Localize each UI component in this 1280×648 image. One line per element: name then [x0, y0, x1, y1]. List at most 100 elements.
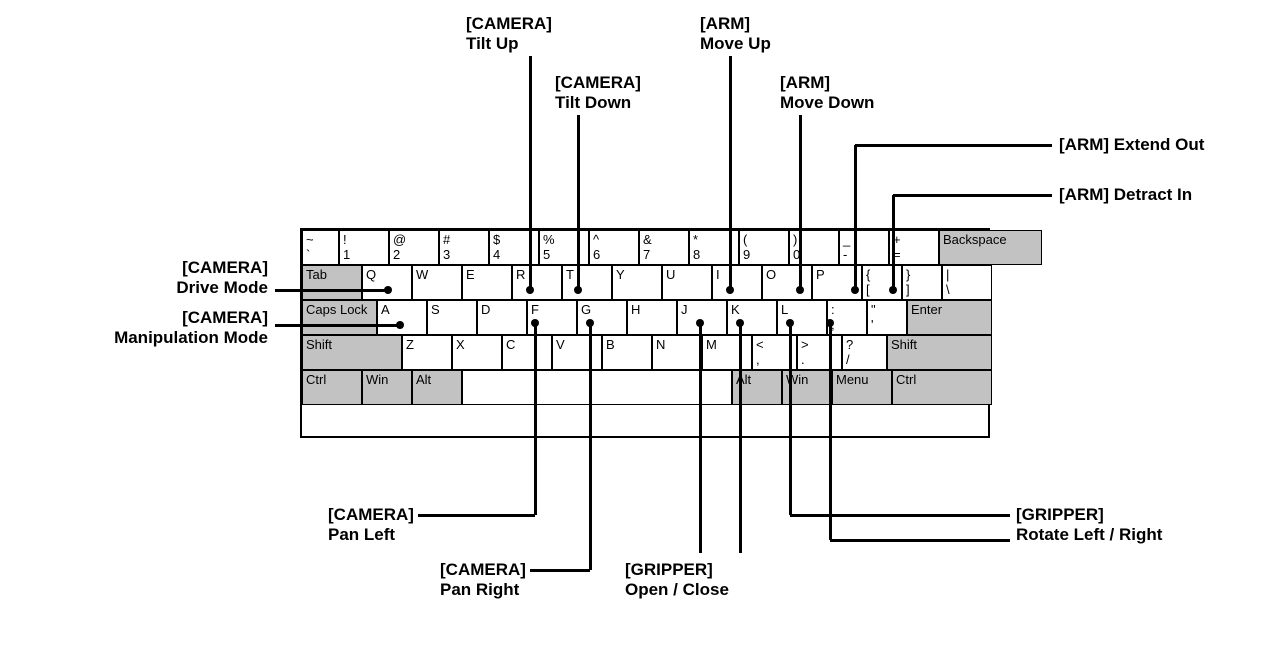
- key-x: X: [452, 335, 502, 370]
- key-: ? /: [842, 335, 887, 370]
- key-enter: Enter: [907, 300, 992, 335]
- annotation-gripper-rotate-lr: [GRIPPER] Rotate Left / Right: [1016, 505, 1162, 546]
- key-: * 8: [689, 230, 739, 265]
- key-m: M: [702, 335, 752, 370]
- connector-line: [790, 514, 1010, 517]
- connector-dot-icon: [396, 321, 404, 329]
- connector-dot-icon: [826, 319, 834, 327]
- key-o: O: [762, 265, 812, 300]
- connector-dot-icon: [574, 286, 582, 294]
- key-: @ 2: [389, 230, 439, 265]
- key-space: [462, 370, 732, 405]
- connector-line: [275, 289, 388, 292]
- connector-line: [530, 569, 590, 572]
- connector-line: [418, 514, 535, 517]
- key-q: Q: [362, 265, 412, 300]
- connector-line: [893, 194, 1052, 197]
- connector-line: [529, 56, 532, 290]
- key-menu: Menu: [832, 370, 892, 405]
- key-i: I: [712, 265, 762, 300]
- key-: _ -: [839, 230, 889, 265]
- key-shift: Shift: [302, 335, 402, 370]
- key-: % 5: [539, 230, 589, 265]
- key-r: R: [512, 265, 562, 300]
- key-: $ 4: [489, 230, 539, 265]
- key-: } ]: [902, 265, 942, 300]
- key-l: L: [777, 300, 827, 335]
- annotation-camera-manipulation-mode: [CAMERA] Manipulation Mode: [114, 308, 268, 349]
- key-e: E: [462, 265, 512, 300]
- key-w: W: [412, 265, 462, 300]
- key-: ) 0: [789, 230, 839, 265]
- key-b: B: [602, 335, 652, 370]
- key-y: Y: [612, 265, 662, 300]
- key-: " ': [867, 300, 907, 335]
- key-: & 7: [639, 230, 689, 265]
- connector-line: [729, 56, 732, 290]
- key-z: Z: [402, 335, 452, 370]
- key-win: Win: [362, 370, 412, 405]
- connector-line: [739, 323, 742, 553]
- key-v: V: [552, 335, 602, 370]
- key-: { [: [862, 265, 902, 300]
- key-s: S: [427, 300, 477, 335]
- connector-line: [275, 324, 400, 327]
- key-j: J: [677, 300, 727, 335]
- connector-dot-icon: [531, 319, 539, 327]
- annotation-arm-move-down: [ARM] Move Down: [780, 73, 874, 114]
- connector-dot-icon: [586, 319, 594, 327]
- key-d: D: [477, 300, 527, 335]
- connector-dot-icon: [786, 319, 794, 327]
- connector-line: [577, 115, 580, 290]
- keyboard-row: ShiftZXCVBNM< ,> .? /Shift: [302, 335, 988, 370]
- keyboard-row: Caps LockASDFGHJKL: ;" 'Enter: [302, 300, 988, 335]
- connector-dot-icon: [526, 286, 534, 294]
- key-h: H: [627, 300, 677, 335]
- key-: ^ 6: [589, 230, 639, 265]
- connector-dot-icon: [889, 286, 897, 294]
- key-u: U: [662, 265, 712, 300]
- annotation-camera-tilt-down: [CAMERA] Tilt Down: [555, 73, 641, 114]
- key-capslock: Caps Lock: [302, 300, 377, 335]
- annotation-arm-move-up: [ARM] Move Up: [700, 14, 771, 55]
- key-c: C: [502, 335, 552, 370]
- key-: + =: [889, 230, 939, 265]
- key-n: N: [652, 335, 702, 370]
- key-t: T: [562, 265, 612, 300]
- keyboard-row: TabQWERTYUIOP{ [} ]| \: [302, 265, 988, 300]
- keyboard-row: ~ `! 1@ 2# 3$ 4% 5^ 6& 7* 8( 9) 0_ -+ =B…: [302, 230, 988, 265]
- connector-line: [699, 323, 702, 553]
- connector-line: [892, 195, 895, 290]
- key-shift: Shift: [887, 335, 992, 370]
- keyboard: ~ `! 1@ 2# 3$ 4% 5^ 6& 7* 8( 9) 0_ -+ =B…: [300, 228, 990, 438]
- key-: # 3: [439, 230, 489, 265]
- connector-line: [854, 145, 857, 290]
- connector-line: [829, 323, 832, 540]
- connector-dot-icon: [796, 286, 804, 294]
- connector-line: [589, 323, 592, 570]
- connector-dot-icon: [384, 286, 392, 294]
- key-a: A: [377, 300, 427, 335]
- annotation-camera-pan-right: [CAMERA] Pan Right: [440, 560, 526, 601]
- keyboard-mapping-diagram: ~ `! 1@ 2# 3$ 4% 5^ 6& 7* 8( 9) 0_ -+ =B…: [0, 0, 1280, 648]
- key-tab: Tab: [302, 265, 362, 300]
- key-g: G: [577, 300, 627, 335]
- annotation-gripper-open-close: [GRIPPER] Open / Close: [625, 560, 729, 601]
- connector-dot-icon: [851, 286, 859, 294]
- key-: | \: [942, 265, 992, 300]
- keyboard-row: CtrlWinAltAltWinMenuCtrl: [302, 370, 988, 405]
- connector-line: [830, 539, 1010, 542]
- annotation-arm-extend-out: [ARM] Extend Out: [1059, 135, 1204, 155]
- connector-line: [855, 144, 1052, 147]
- key-: : ;: [827, 300, 867, 335]
- connector-line: [799, 115, 802, 290]
- key-: ( 9: [739, 230, 789, 265]
- key-alt: Alt: [412, 370, 462, 405]
- connector-dot-icon: [736, 319, 744, 327]
- connector-dot-icon: [696, 319, 704, 327]
- annotation-arm-detract-in: [ARM] Detract In: [1059, 185, 1192, 205]
- connector-line: [534, 323, 537, 515]
- annotation-camera-drive-mode: [CAMERA] Drive Mode: [176, 258, 268, 299]
- key-ctrl: Ctrl: [302, 370, 362, 405]
- key-k: K: [727, 300, 777, 335]
